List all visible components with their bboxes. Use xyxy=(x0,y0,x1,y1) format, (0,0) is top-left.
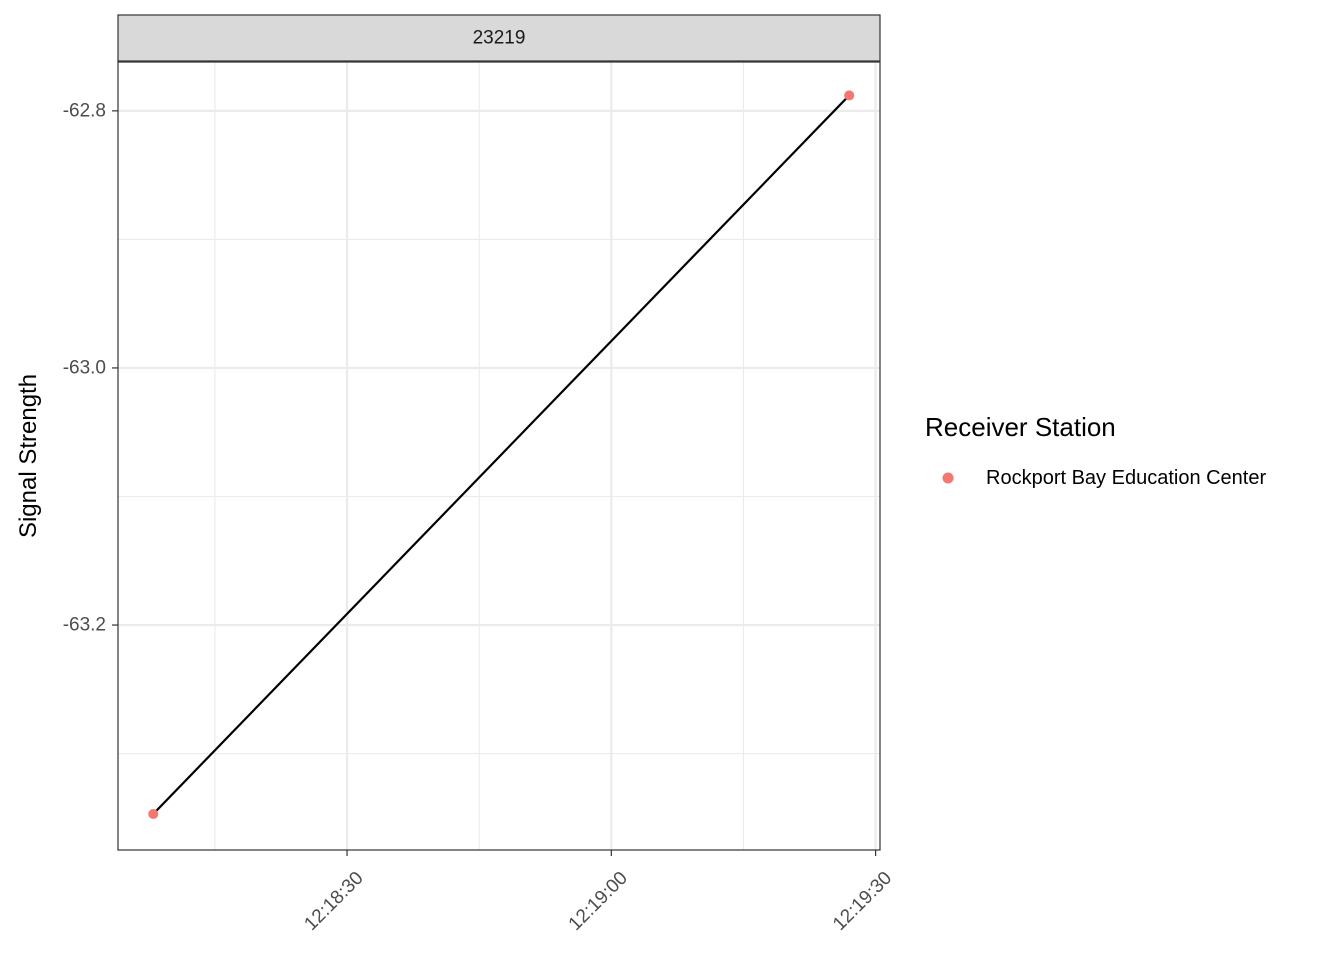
legend-label: Rockport Bay Education Center xyxy=(986,467,1266,489)
y-tick-label: -63.2 xyxy=(63,615,106,636)
y-axis: -62.8 -63.0 -63.2 xyxy=(63,100,118,636)
x-axis: 12:18:30 12:19:00 12:19:30 xyxy=(300,850,896,935)
minor-gridlines xyxy=(118,62,880,850)
legend-title: Receiver Station xyxy=(925,412,1116,442)
legend: Receiver Station Rockport Bay Education … xyxy=(925,412,1266,489)
series-layer xyxy=(148,90,855,820)
x-tick-label: 12:19:30 xyxy=(829,868,896,935)
facet-strip-label: 23219 xyxy=(473,28,526,49)
major-gridlines xyxy=(118,62,880,850)
x-tick-label: 12:19:00 xyxy=(565,868,632,935)
x-tick-label: 12:18:30 xyxy=(300,868,367,935)
series-line xyxy=(152,94,850,815)
data-point xyxy=(148,809,159,820)
y-axis-title: Signal Strength xyxy=(15,374,42,538)
y-tick-label: -62.8 xyxy=(63,100,106,121)
panel-border xyxy=(117,61,881,851)
y-tick-label: -63.0 xyxy=(63,357,106,378)
data-point xyxy=(844,90,855,101)
legend-key xyxy=(942,472,954,484)
facet-strip xyxy=(117,14,881,62)
